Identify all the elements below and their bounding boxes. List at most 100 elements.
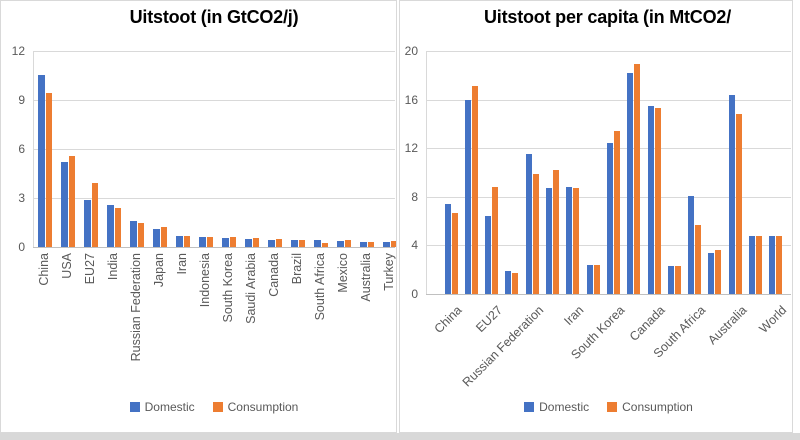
bar-domestic (708, 253, 715, 294)
y-tick-label: 12 (11, 44, 25, 58)
category-label: Iran (175, 253, 190, 275)
category-label: EU27 (473, 303, 506, 336)
bar-domestic (525, 154, 532, 294)
bar-domestic (749, 236, 755, 294)
legend-item-consumption: Consumption (212, 400, 299, 414)
category-label: Iran (561, 303, 587, 329)
legend-item-consumption: Consumption (607, 400, 693, 414)
legend: Domestic Consumption (33, 400, 395, 414)
gridline (33, 198, 395, 199)
bar-domestic (505, 271, 512, 294)
bar-consumption (776, 236, 783, 294)
domestic-swatch-icon (524, 402, 535, 412)
bar-domestic (444, 204, 451, 294)
legend-item-domestic: Domestic (524, 400, 589, 414)
bar-consumption (91, 183, 99, 247)
bar-consumption (206, 237, 214, 247)
bar-consumption (451, 213, 458, 294)
y-tick-label: 0 (411, 287, 418, 301)
y-tick-label: 12 (404, 141, 418, 156)
bar-consumption (275, 239, 283, 247)
bar-consumption (321, 243, 329, 247)
bar-domestic (667, 266, 674, 294)
bar-domestic (606, 143, 613, 294)
consumption-swatch-icon (607, 402, 618, 412)
bar-consumption (137, 223, 145, 247)
bar-consumption (252, 238, 260, 247)
category-label: Australia (359, 253, 374, 302)
bar-consumption (298, 240, 306, 247)
bar-domestic (360, 242, 367, 247)
bar-consumption (183, 236, 191, 247)
y-tick-label: 3 (18, 191, 25, 205)
y-tick-label: 9 (18, 93, 25, 107)
bar-domestic (464, 100, 471, 294)
bar-domestic (337, 241, 344, 247)
bar-domestic (245, 239, 252, 247)
category-label: World (756, 303, 790, 336)
bar-domestic (107, 205, 114, 247)
bar-consumption (715, 250, 722, 294)
y-tick-label: 8 (411, 189, 418, 204)
category-label: South Korea (221, 253, 236, 323)
bar-consumption (695, 225, 702, 294)
bar-consumption (573, 188, 580, 294)
category-label: China (431, 303, 465, 337)
bar-consumption (654, 108, 661, 294)
bar-domestic (153, 229, 160, 247)
x-axis-line (426, 294, 791, 295)
legend-item-domestic: Domestic (129, 400, 195, 414)
left-chart-panel: Uitstoot (in GtCO2/j) 0 3 6 9 12 China USA EU27… (0, 0, 397, 433)
bar-domestic (222, 238, 229, 247)
bar-consumption (674, 266, 681, 294)
bar-domestic (647, 106, 654, 294)
gridline (33, 100, 395, 101)
gridline (33, 149, 395, 150)
category-label: Russian Federation (459, 303, 547, 390)
bar-domestic (268, 240, 275, 247)
gridline (426, 99, 791, 101)
legend-label-consumption: Consumption (622, 400, 693, 414)
category-label: Russian Federation (129, 253, 144, 362)
bar-consumption (68, 156, 76, 247)
legend-label-consumption: Consumption (227, 400, 299, 414)
bar-consumption (45, 93, 53, 247)
category-label: South Africa (313, 253, 328, 321)
y-tick-label: 20 (404, 44, 418, 58)
x-axis-line (33, 247, 395, 248)
bar-domestic (485, 216, 492, 294)
bar-consumption (532, 174, 539, 294)
bar-domestic (314, 240, 321, 247)
legend: Domestic Consumption (426, 400, 791, 414)
legend-label-domestic: Domestic (539, 400, 590, 414)
bar-domestic (84, 200, 91, 247)
y-tick-label: 4 (411, 238, 418, 253)
category-label: Australia (704, 303, 750, 348)
bar-consumption (634, 64, 641, 294)
y-axis-line (426, 51, 427, 294)
category-label: USA (60, 253, 75, 279)
category-label: Turkey (382, 253, 397, 291)
bar-domestic (769, 236, 776, 294)
right-chart-panel: Uitstoot per capita (in MtCO2/ 0 4 8 12 16 20… (399, 0, 793, 433)
gridline (33, 51, 395, 52)
bar-domestic (383, 242, 390, 247)
bar-consumption (471, 86, 478, 294)
bar-consumption (229, 237, 237, 247)
category-label: Mexico (336, 253, 351, 293)
gridline (426, 51, 791, 52)
bar-consumption (613, 131, 620, 294)
bar-consumption (160, 227, 168, 247)
bar-domestic (546, 188, 552, 294)
category-label: Brazil (290, 253, 305, 285)
bar-domestic (586, 265, 593, 294)
consumption-swatch-icon (212, 402, 223, 412)
bar-consumption (367, 242, 375, 247)
bar-domestic (728, 95, 735, 294)
bar-consumption (735, 114, 742, 294)
y-tick-label: 6 (18, 142, 25, 156)
bar-domestic (199, 237, 206, 247)
bar-domestic (688, 196, 695, 294)
y-tick-label: 0 (18, 240, 25, 254)
bar-domestic (38, 75, 45, 247)
